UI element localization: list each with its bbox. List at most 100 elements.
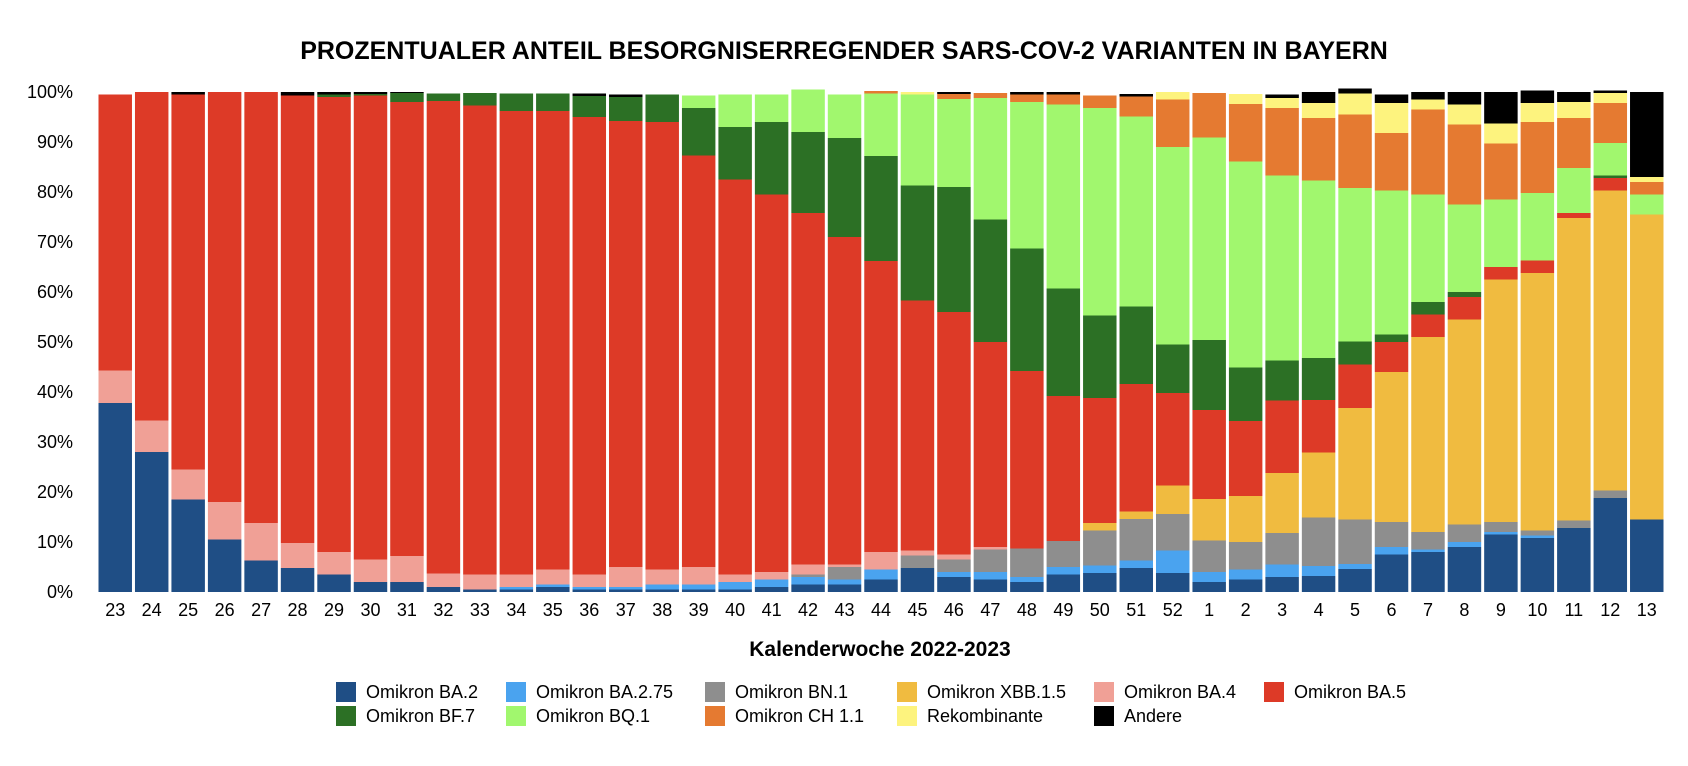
bar-segment: [718, 94, 752, 127]
bar-segment: [1083, 573, 1117, 592]
bar-segment: [1010, 582, 1044, 592]
bar-segment: [353, 92, 388, 94]
bar-segment: [1447, 104, 1482, 125]
bar-segment: [1083, 565, 1117, 573]
legend-label: Omikron BA.5: [1294, 682, 1406, 702]
bar-segment: [1447, 292, 1482, 297]
bar-segment: [681, 108, 716, 156]
bar-group: [864, 91, 898, 592]
bar-segment: [1192, 93, 1226, 138]
legend: Omikron BA.2 Omikron BA.2.75 Omikron BN.1 O…: [336, 682, 1406, 726]
bar-segment: [1338, 564, 1372, 569]
bar-segment: [1374, 522, 1409, 547]
bar-group: [1338, 88, 1372, 592]
bar-segment: [390, 93, 424, 102]
bar-segment: [171, 94, 205, 470]
bar-segment: [1083, 398, 1117, 523]
bar-group: [98, 94, 132, 592]
bar-segment: [1447, 124, 1482, 205]
bar-segment: [1301, 180, 1336, 358]
bar-segment: [1083, 530, 1117, 566]
x-tick-label: 46: [944, 600, 964, 620]
bar-group: [1119, 94, 1153, 592]
bar-segment: [1374, 190, 1409, 335]
bar-segment: [98, 403, 132, 592]
bar-segment: [645, 569, 679, 585]
y-axis: 0% 10% 20% 30% 40% 50% 60% 70% 80% 90% 100%: [27, 82, 73, 602]
bar-segment: [1630, 92, 1664, 177]
legend-swatch: [506, 682, 526, 702]
x-tick-label: 41: [762, 600, 782, 620]
legend-item: Omikron CH 1.1: [705, 706, 864, 726]
bar-segment: [973, 579, 1008, 592]
legend-swatch: [1094, 706, 1114, 726]
bar-segment: [1155, 344, 1190, 393]
bar-segment: [1119, 384, 1153, 512]
legend-item: Omikron BA.2.75: [506, 682, 673, 702]
bar-segment: [134, 420, 169, 452]
x-tick-label: 50: [1090, 600, 1110, 620]
bar-segment: [1046, 541, 1081, 567]
bar-segment: [937, 554, 971, 560]
bar-segment: [1010, 548, 1044, 577]
bar-segment: [426, 101, 461, 574]
bar-segment: [791, 213, 825, 565]
x-tick-label: 8: [1459, 600, 1469, 620]
bar-segment: [937, 187, 971, 312]
bar-segment: [1593, 490, 1628, 498]
legend-swatch: [506, 706, 526, 726]
bar-segment: [791, 574, 825, 577]
bar-segment: [1520, 103, 1555, 122]
bar-segment: [353, 95, 388, 560]
bar-group: [1447, 92, 1482, 592]
bar-segment: [1301, 103, 1336, 118]
bar-segment: [1484, 267, 1518, 280]
x-tick-label: 6: [1387, 600, 1397, 620]
y-tick-label: 20%: [37, 482, 73, 502]
bar-segment: [718, 582, 752, 590]
bar-segment: [1228, 496, 1263, 542]
bar-segment: [1046, 288, 1081, 396]
bar-segment: [900, 185, 935, 301]
bar-segment: [609, 567, 643, 587]
bar-segment: [426, 93, 461, 101]
x-tick-label: 9: [1496, 600, 1506, 620]
bar-segment: [1338, 408, 1372, 520]
legend-label: Andere: [1124, 706, 1182, 726]
bar-segment: [864, 569, 898, 580]
x-tick-label: 43: [835, 600, 855, 620]
bar-segment: [1484, 199, 1518, 267]
bar-segment: [1520, 193, 1555, 261]
x-tick-label: 37: [616, 600, 636, 620]
bar-segment: [1046, 104, 1081, 289]
bar-segment: [1265, 473, 1299, 533]
bar-segment: [937, 99, 971, 187]
bar-segment: [171, 469, 205, 500]
x-tick-label: 3: [1277, 600, 1287, 620]
bar-segment: [171, 499, 205, 592]
bar-segment: [1484, 279, 1518, 522]
bar-segment: [1119, 519, 1153, 561]
bar-segment: [1338, 341, 1372, 365]
bar-segment: [864, 156, 898, 261]
bar-group: [536, 93, 570, 592]
bar-segment: [1484, 532, 1518, 535]
legend-swatch: [897, 706, 917, 726]
x-tick-label: 13: [1637, 600, 1657, 620]
bar-segment: [1411, 552, 1445, 592]
bar-segment: [1411, 337, 1445, 532]
bar-segment: [1338, 519, 1372, 564]
bar-segment: [536, 93, 570, 111]
bar-segment: [1083, 315, 1117, 398]
bar-segment: [1338, 93, 1372, 115]
bar-segment: [900, 550, 935, 556]
bar-segment: [390, 582, 424, 592]
bar-segment: [1010, 371, 1044, 549]
x-tick-label: 45: [907, 600, 927, 620]
bar-segment: [645, 584, 679, 590]
bar-segment: [754, 194, 789, 572]
bar-segment: [1265, 577, 1299, 592]
x-tick-label: 29: [324, 600, 344, 620]
bar-segment: [937, 312, 971, 555]
bar-segment: [754, 587, 789, 592]
